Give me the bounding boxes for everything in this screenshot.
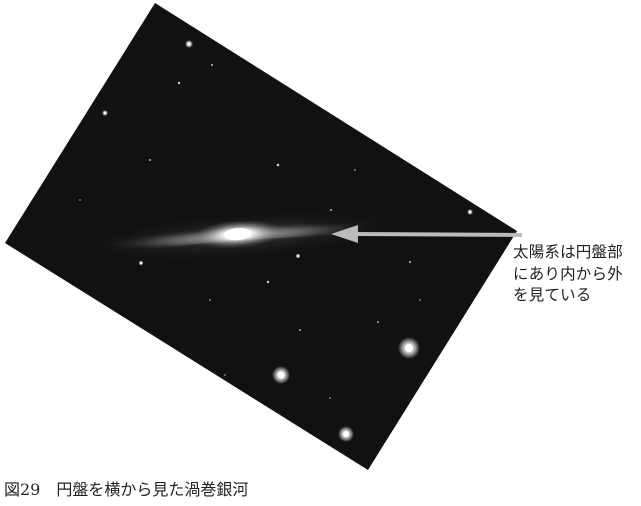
- star: [409, 261, 411, 263]
- star-field: [79, 40, 473, 442]
- star: [330, 209, 332, 211]
- galaxy-core: [223, 228, 252, 241]
- annotation-text: 太陽系は円盤部 にあり内から外 を見ている: [513, 242, 638, 307]
- star: [187, 42, 191, 46]
- arrow: [331, 225, 523, 243]
- star: [140, 262, 142, 264]
- figure-caption: 図29 円盤を横から見た渦巻銀河: [4, 480, 248, 500]
- annotation-line: 太陽系は円盤部: [513, 243, 623, 261]
- star: [149, 159, 151, 161]
- star: [377, 321, 379, 323]
- annotation-line: にあり内から外: [513, 264, 623, 283]
- star: [276, 163, 280, 167]
- star: [354, 169, 356, 171]
- arrow-shaft: [349, 232, 523, 237]
- caption-label: 図29: [4, 480, 41, 499]
- star: [343, 431, 349, 437]
- star: [211, 64, 213, 66]
- star: [266, 280, 270, 284]
- caption-text: 円盤を横から見た渦巻銀河: [56, 480, 249, 499]
- star: [405, 344, 413, 352]
- galaxy: [80, 211, 400, 261]
- arrow-head: [331, 225, 358, 243]
- star: [79, 199, 81, 201]
- annotation-line: を見ている: [513, 286, 592, 304]
- star: [299, 329, 301, 331]
- star: [297, 255, 299, 257]
- star: [224, 374, 226, 376]
- star: [329, 397, 331, 399]
- star: [277, 371, 285, 379]
- star: [468, 210, 472, 214]
- star: [419, 299, 421, 301]
- star: [209, 299, 211, 301]
- star: [177, 81, 181, 85]
- star: [103, 111, 107, 115]
